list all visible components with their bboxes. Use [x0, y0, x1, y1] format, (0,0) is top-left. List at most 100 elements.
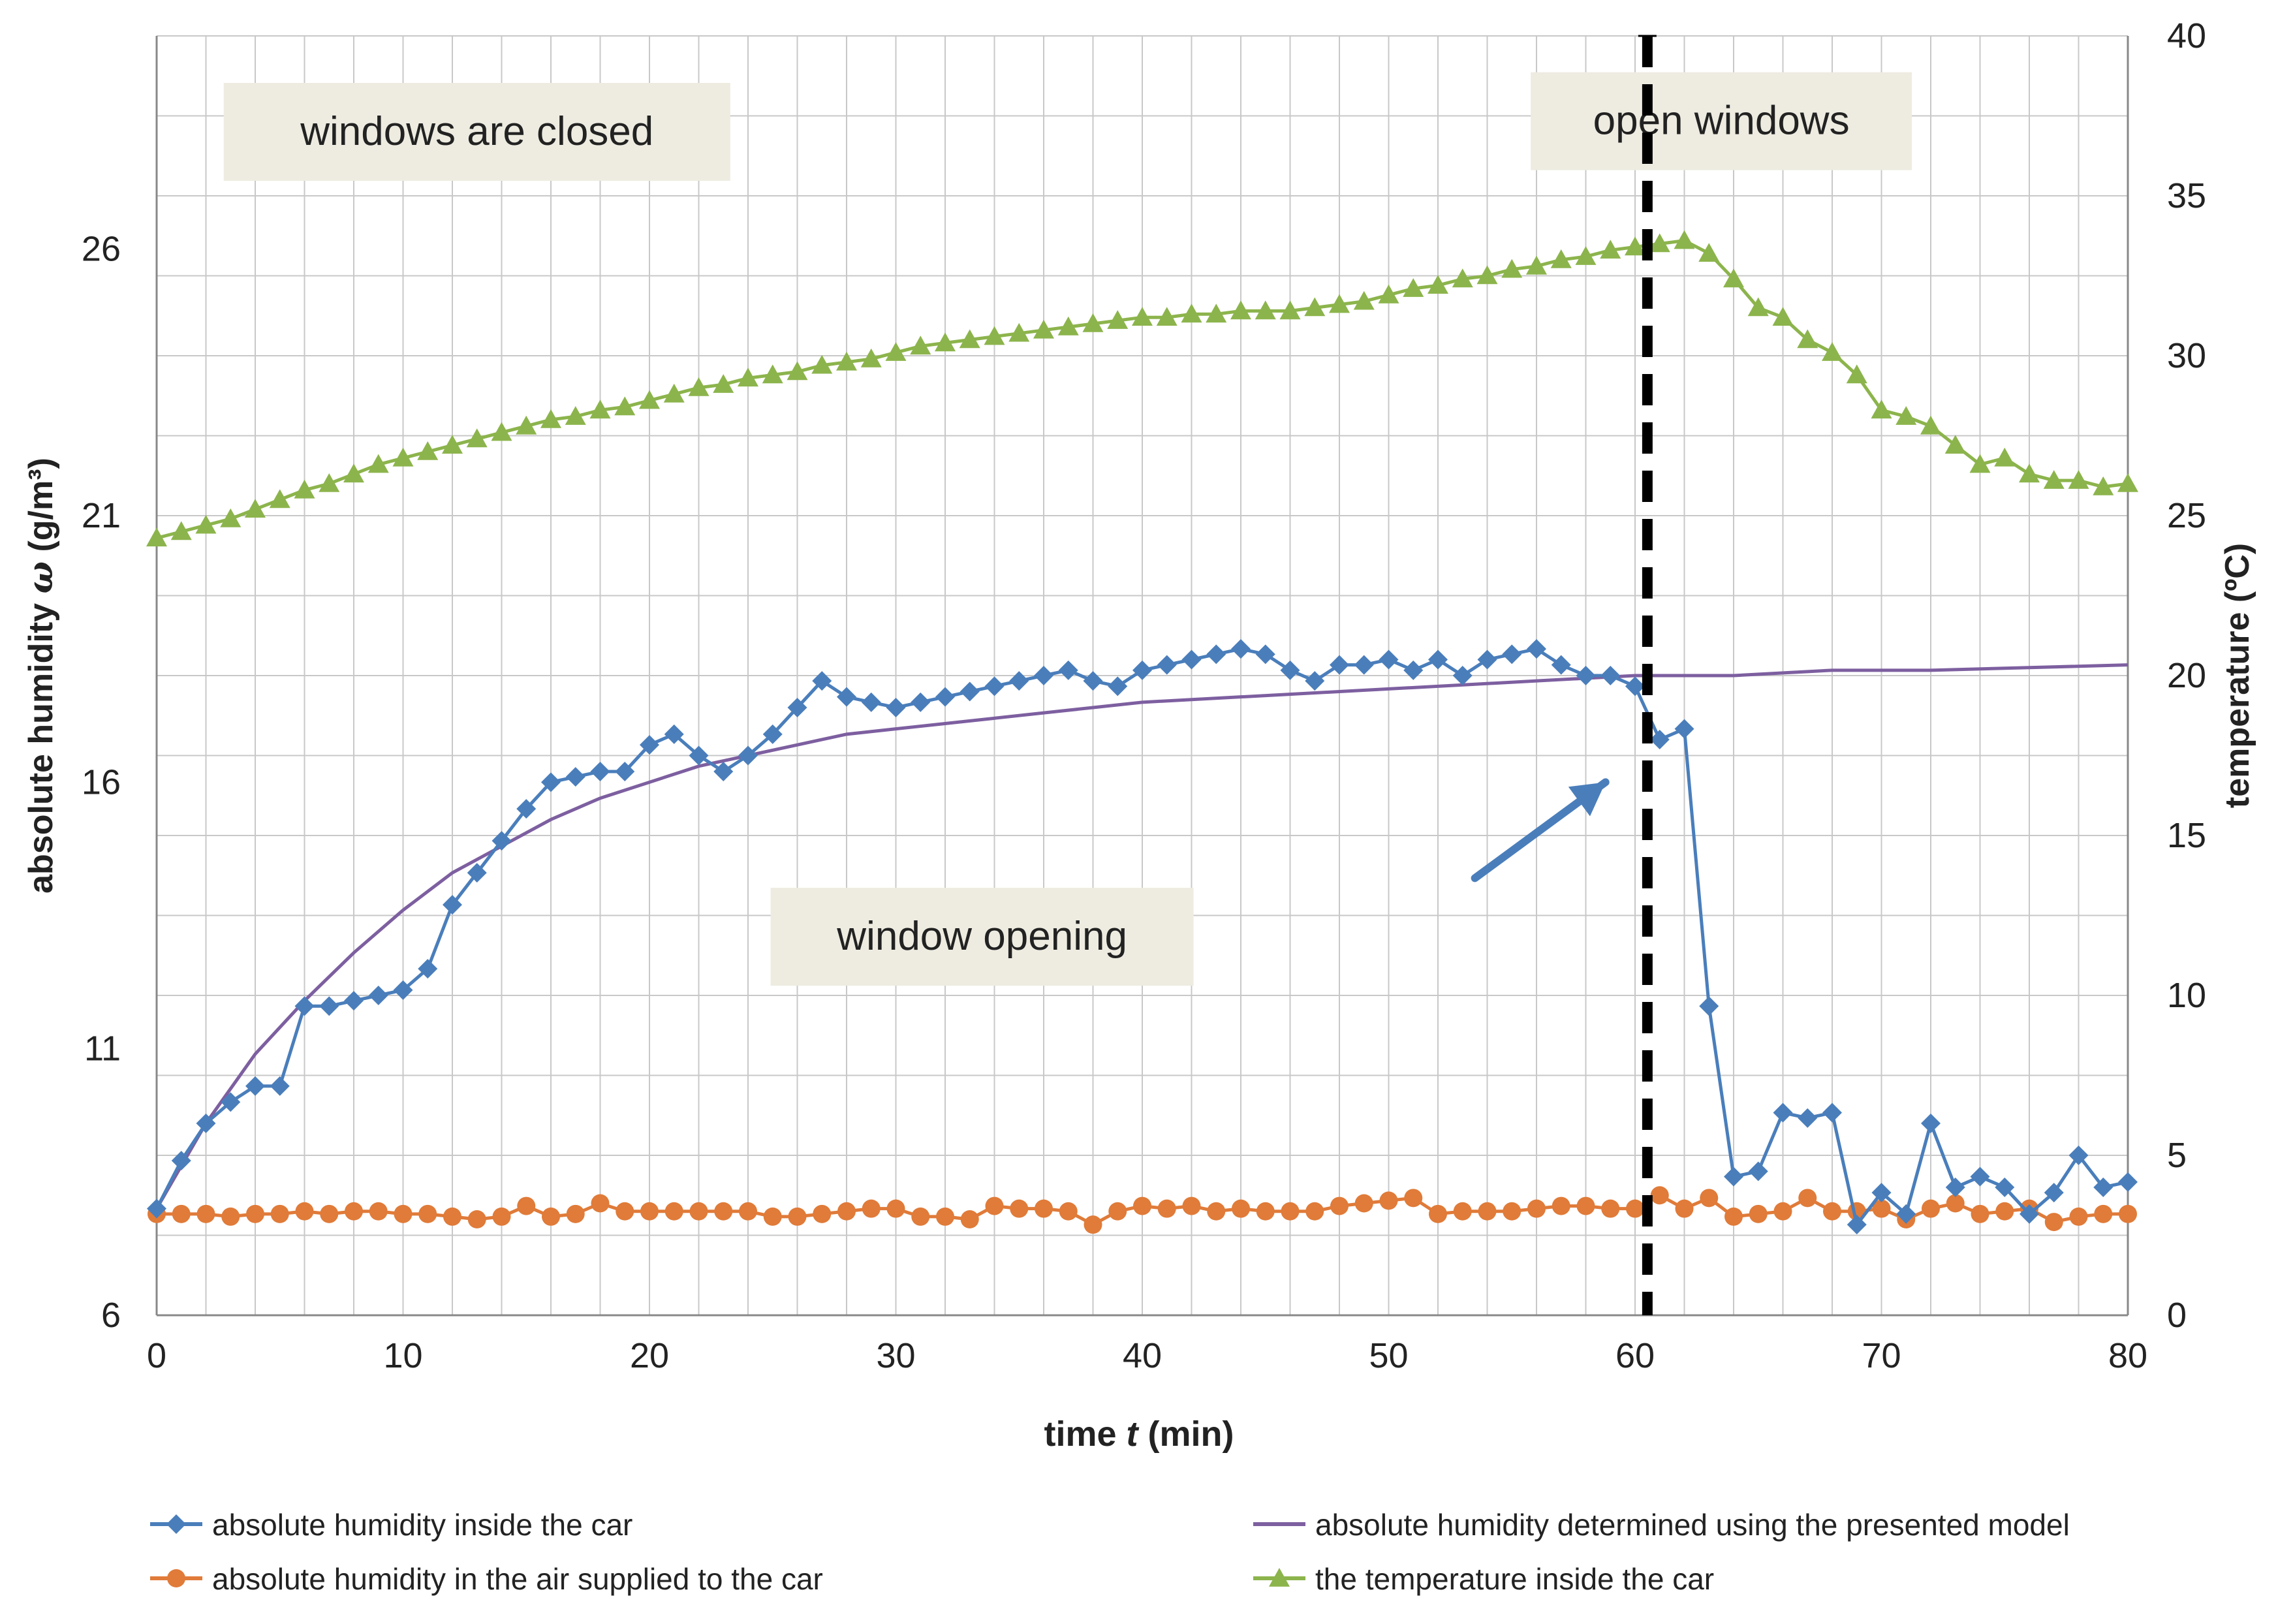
- data-point-diamond: [837, 687, 856, 707]
- data-point-triangle: [885, 342, 907, 361]
- data-point-diamond: [1231, 639, 1251, 659]
- data-point-circle: [517, 1196, 536, 1215]
- data-point-circle: [1404, 1189, 1423, 1208]
- x-tick-label: 20: [630, 1336, 669, 1375]
- data-point-triangle: [2068, 470, 2089, 489]
- data-point-triangle: [2043, 470, 2065, 489]
- data-point-circle: [467, 1210, 486, 1228]
- data-point-triangle: [392, 447, 414, 467]
- data-point-circle: [1108, 1202, 1127, 1221]
- data-point-triangle: [1181, 304, 1202, 323]
- data-point-diamond: [418, 959, 438, 979]
- annotation-box: [223, 83, 730, 181]
- y-tick-label: 6: [101, 1296, 121, 1335]
- data-point-triangle: [343, 463, 364, 483]
- data-point-diamond: [984, 676, 1005, 696]
- data-point-diamond: [147, 1198, 166, 1219]
- arrow-head: [1568, 782, 1606, 817]
- data-point-diamond: [294, 996, 315, 1016]
- data-point-diamond: [166, 1514, 186, 1534]
- data-point-triangle: [1846, 364, 1867, 384]
- data-point-triangle: [836, 351, 857, 371]
- data-point-diamond: [221, 1092, 241, 1112]
- data-point-diamond: [171, 1151, 191, 1171]
- data-point-circle: [1995, 1202, 2014, 1221]
- data-point-circle: [1305, 1202, 1324, 1221]
- data-point-circle: [862, 1199, 881, 1218]
- data-point-triangle: [245, 499, 266, 518]
- y2-tick-label: 30: [2167, 336, 2206, 375]
- annotation-box: [770, 888, 1194, 986]
- data-point-triangle: [1452, 268, 1473, 288]
- x-tick-label: 50: [1369, 1336, 1408, 1375]
- data-point-diamond: [491, 831, 512, 851]
- data-point-diamond: [1896, 1204, 1916, 1224]
- data-point-diamond: [1083, 671, 1103, 691]
- data-point-diamond: [1305, 671, 1325, 691]
- y2-tick-label: 35: [2167, 176, 2206, 215]
- data-point-circle: [1552, 1196, 1570, 1215]
- axes: 0 10 20 30 40 50 60 70 80 6 11 16 21 26 0 5 10 15 20 25 30 35…: [82, 16, 2206, 1375]
- y2-tick-label: 10: [2167, 976, 2206, 1015]
- data-point-triangle: [2019, 463, 2040, 483]
- data-point-diamond: [319, 996, 339, 1016]
- data-point-triangle: [565, 406, 586, 425]
- data-point-triangle: [984, 326, 1005, 345]
- data-point-circle: [2069, 1207, 2088, 1226]
- data-point-triangle: [170, 521, 192, 540]
- series-1: [155, 663, 2129, 1210]
- data-point-diamond: [1871, 1183, 1892, 1203]
- data-point-circle: [1182, 1196, 1201, 1215]
- data-point-triangle: [1057, 316, 1079, 336]
- data-point-triangle: [1279, 300, 1301, 320]
- data-point-triangle: [935, 332, 956, 352]
- data-point-triangle: [1269, 1568, 1290, 1587]
- data-point-diamond: [1280, 660, 1300, 680]
- data-point-triangle: [466, 428, 488, 448]
- data-point-circle: [394, 1204, 413, 1223]
- data-point-triangle: [860, 348, 882, 367]
- data-point-diamond: [1724, 1166, 1743, 1187]
- data-point-triangle: [2117, 473, 2138, 492]
- data-point-diamond: [344, 991, 364, 1011]
- x-tick-label: 40: [1123, 1336, 1162, 1375]
- data-point-diamond: [1452, 666, 1473, 685]
- data-point-triangle: [1969, 454, 1991, 473]
- data-point-circle: [664, 1202, 683, 1221]
- data-point-circle: [418, 1204, 437, 1223]
- data-point-circle: [2094, 1204, 2113, 1223]
- data-point-circle: [813, 1204, 832, 1223]
- data-point-circle: [320, 1204, 339, 1223]
- data-point-diamond: [467, 863, 487, 883]
- y2-tick-label: 0: [2167, 1296, 2187, 1335]
- data-point-circle: [911, 1207, 930, 1226]
- data-point-triangle: [1772, 307, 1794, 326]
- data-point-circle: [1626, 1199, 1644, 1218]
- x-tick-label: 60: [1615, 1336, 1655, 1375]
- data-point-triangle: [220, 508, 242, 527]
- data-point-diamond: [368, 986, 388, 1005]
- data-point-circle: [1922, 1199, 1940, 1218]
- data-point-triangle: [1132, 307, 1153, 326]
- data-point-circle: [1379, 1191, 1398, 1210]
- annotations: windows are closed open windows window ope…: [223, 72, 1912, 986]
- data-point-triangle: [1575, 246, 1597, 265]
- data-point-triangle: [1747, 297, 1769, 317]
- data-point-circle: [443, 1207, 461, 1226]
- data-point-diamond: [689, 745, 709, 766]
- data-point-triangle: [1230, 300, 1251, 320]
- data-point-triangle: [294, 479, 315, 499]
- data-point-triangle: [1206, 304, 1227, 323]
- data-point-circle: [2119, 1204, 2137, 1223]
- data-point-diamond: [1625, 676, 1645, 696]
- x-tick-label: 30: [876, 1336, 915, 1375]
- data-point-circle: [1675, 1199, 1694, 1218]
- data-point-triangle: [491, 422, 512, 441]
- data-point-circle: [1035, 1199, 1053, 1218]
- data-point-triangle: [540, 409, 561, 428]
- data-point-diamond: [1674, 719, 1694, 739]
- data-point-circle: [1010, 1199, 1029, 1218]
- data-point-circle: [2044, 1213, 2063, 1232]
- series-0: [147, 639, 2138, 1235]
